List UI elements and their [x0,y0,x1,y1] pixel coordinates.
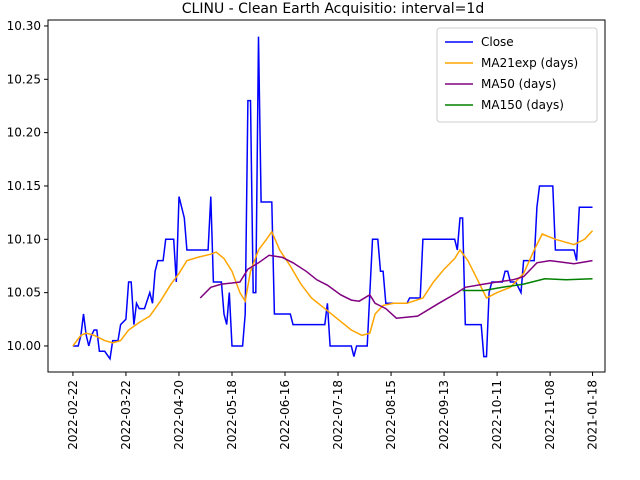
series-line [72,230,594,347]
x-tick-label: 2022-11-08 [543,380,557,450]
series-line [462,278,593,292]
legend-box [436,27,598,123]
y-tick-label: 10.00 [7,339,41,353]
x-tick-label: 2022-04-20 [172,380,186,450]
x-tick-label: 2022-03-22 [119,380,133,450]
x-tick-label: 2022-06-16 [278,380,292,450]
chart-title: CLINU - Clean Earth Acquisitio: interval… [182,1,484,17]
x-tick-label: 2022-02-22 [66,380,80,450]
legend-label: MA21exp (days) [481,56,578,70]
plot-frame [47,19,606,373]
y-tick-label: 10.10 [7,232,41,246]
y-tick-label: 10.15 [7,179,41,193]
legend-label: MA150 (days) [481,98,564,112]
y-tick-label: 10.30 [7,19,41,33]
y-tick-label: 10.20 [7,126,41,140]
series-line [199,254,593,319]
x-tick-label: 2022-09-13 [437,380,451,450]
x-tick-label: 2022-05-18 [225,380,239,450]
legend-label: Close [481,35,514,49]
y-tick-label: 10.05 [7,286,41,300]
x-tick-label: 2021-01-18 [586,380,600,450]
legend-label: MA50 (days) [481,77,556,91]
y-tick-label: 10.25 [7,72,41,86]
x-tick-label: 2022-07-18 [331,380,345,450]
x-tick-label: 2022-08-15 [384,380,398,450]
x-tick-label: 2022-10-11 [490,380,504,450]
